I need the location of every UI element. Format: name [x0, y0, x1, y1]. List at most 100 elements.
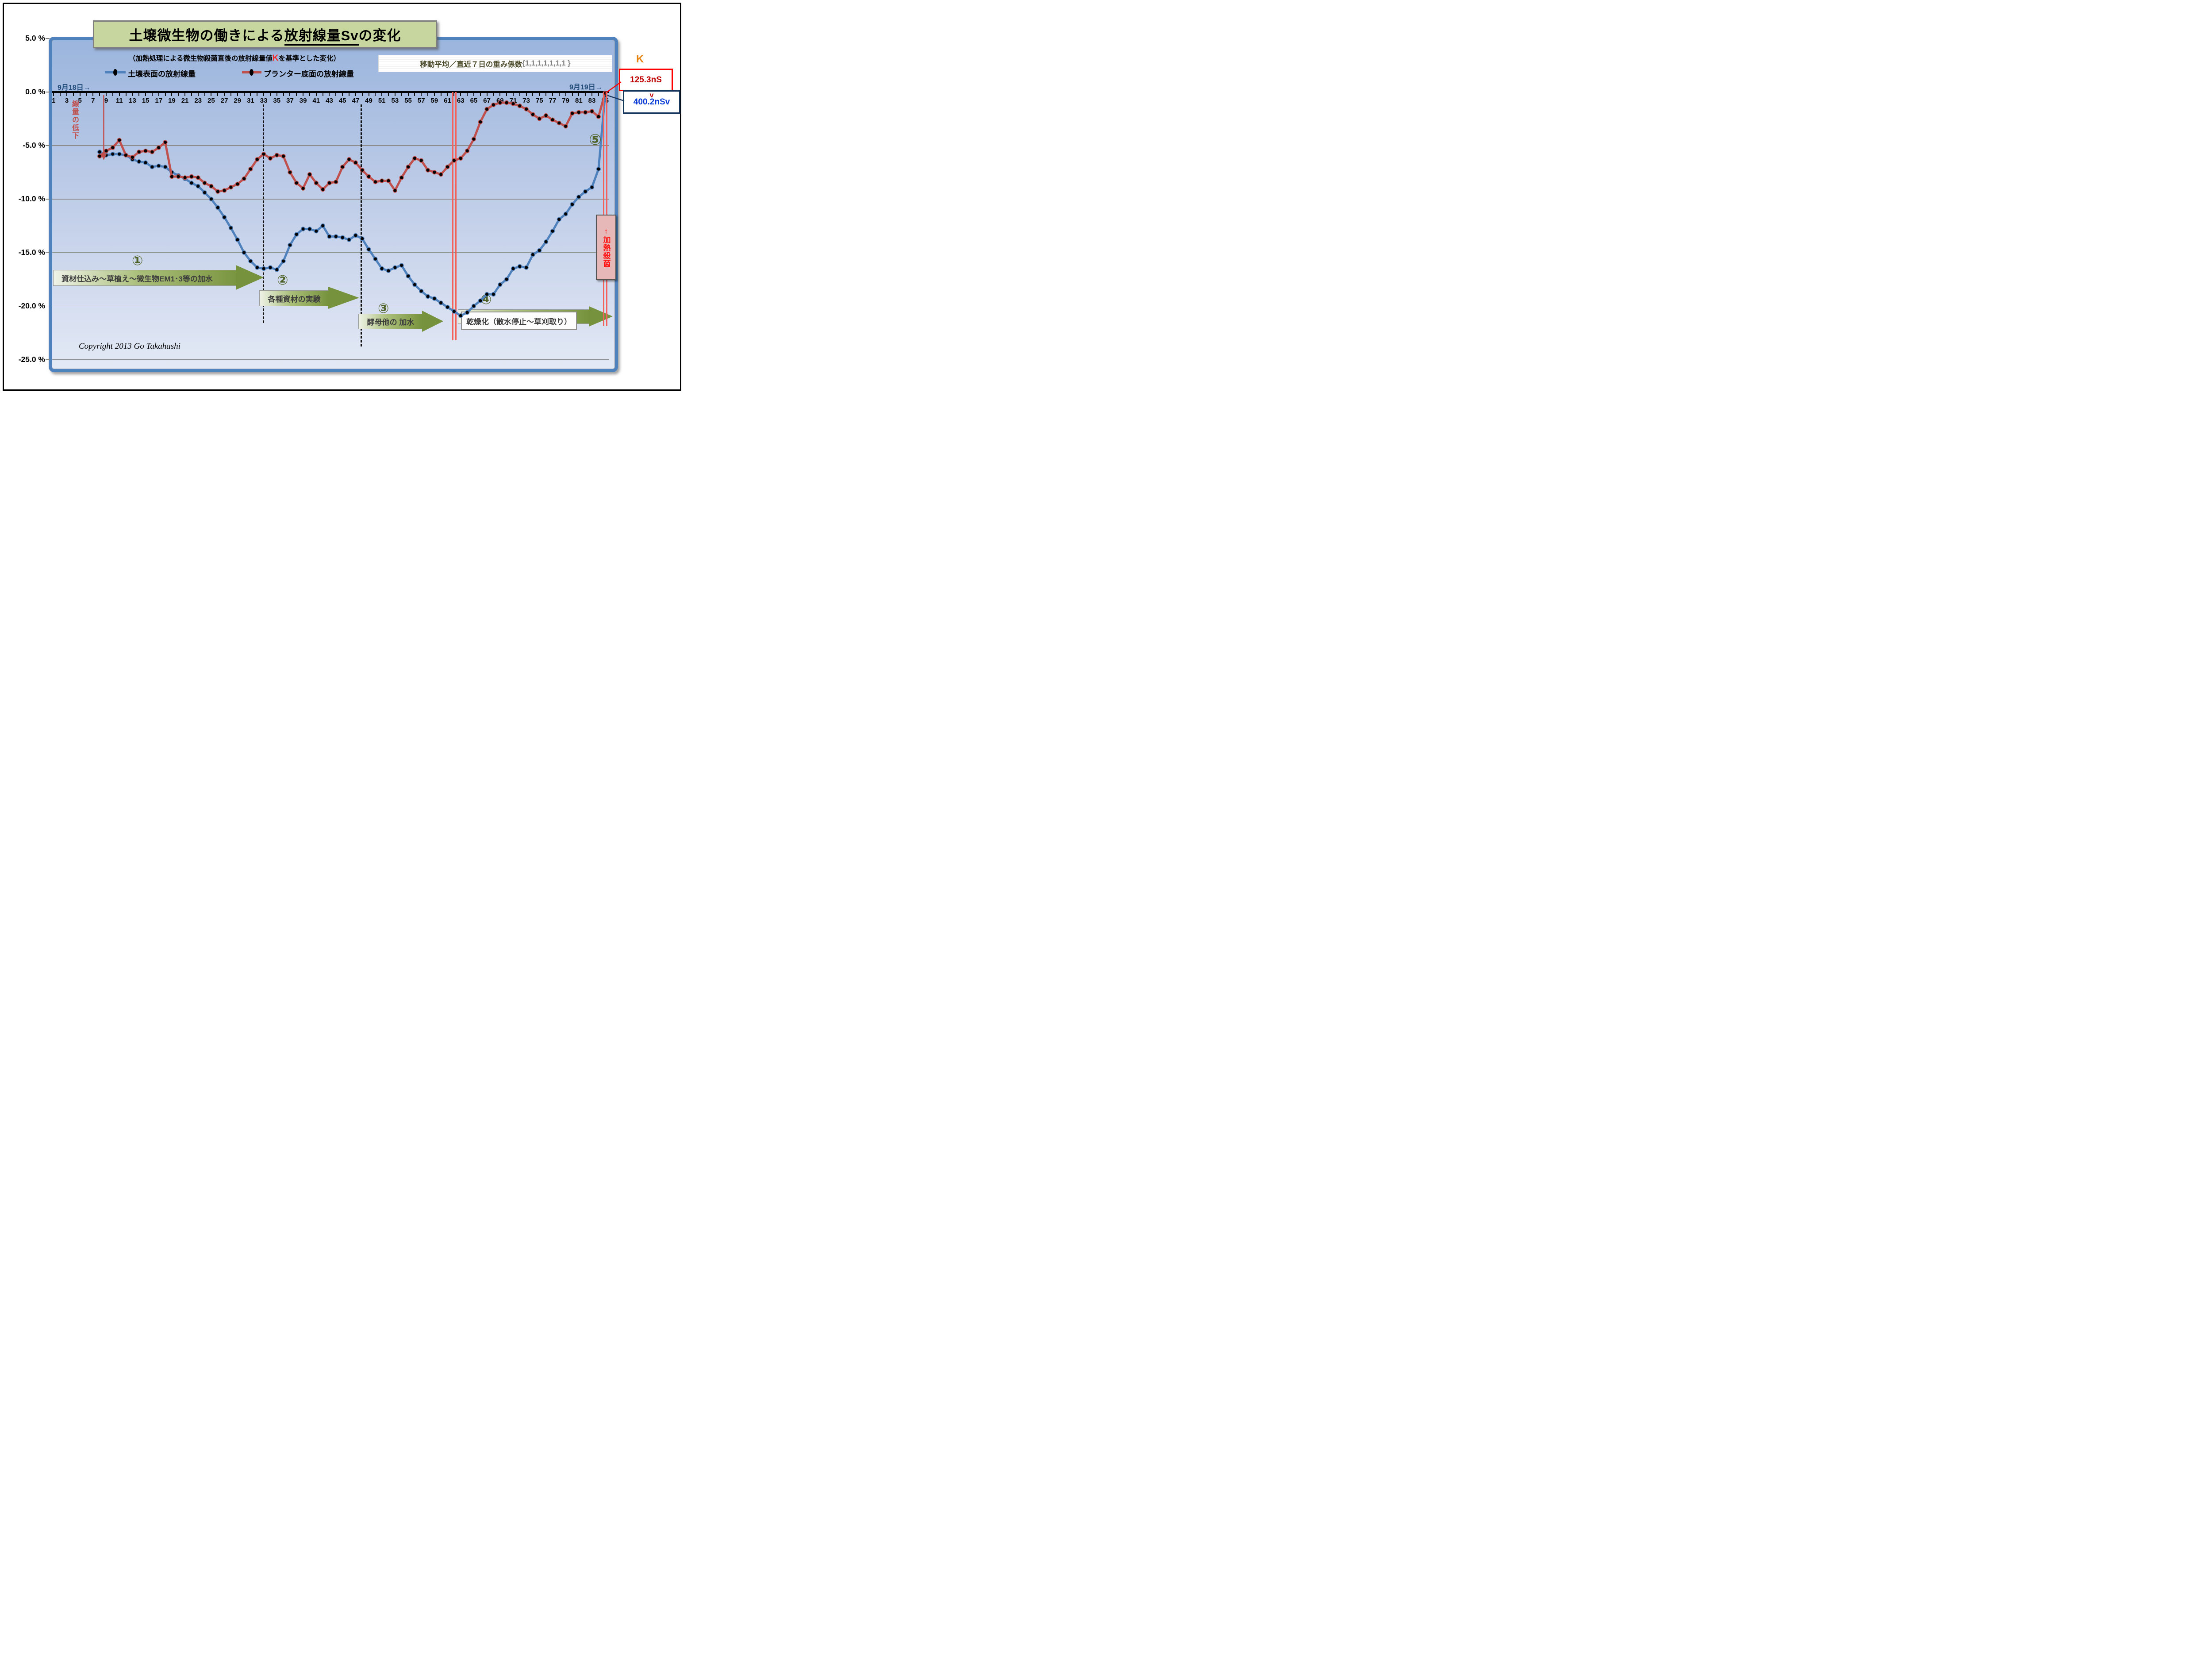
y-tick-label: 0.0 %	[25, 87, 45, 96]
step3-number: ③	[378, 301, 389, 316]
x-tick	[499, 93, 501, 96]
x-tick-label: 7	[91, 97, 95, 104]
x-tick	[440, 93, 442, 96]
x-tick	[394, 93, 396, 96]
y-tick-label: 5.0 %	[25, 33, 45, 42]
x-tick	[53, 93, 54, 96]
x-tick	[106, 93, 107, 96]
x-tick	[184, 93, 186, 96]
x-tick-label: 77	[549, 97, 557, 104]
x-tick-label: 23	[194, 97, 202, 104]
step2-number: ②	[277, 273, 288, 288]
x-tick-label: 79	[562, 97, 569, 104]
gridline	[52, 359, 609, 360]
x-tick	[414, 93, 415, 96]
double-red-vline-1	[452, 92, 457, 340]
step4-label-box: 乾燥化（散水停止～草刈取り）	[461, 312, 577, 330]
x-tick	[361, 93, 363, 96]
x-tick-label: 3	[65, 97, 69, 104]
x-tick	[460, 93, 461, 96]
x-tick-label: 1	[52, 97, 56, 104]
moving-average-text: 移動平均／直近７日の重み係数	[420, 60, 522, 69]
x-tick	[591, 93, 593, 96]
x-tick-label: 69	[496, 97, 504, 104]
double-red-vline-2	[603, 92, 607, 326]
x-tick	[480, 93, 481, 96]
x-tick	[112, 93, 113, 96]
x-tick	[125, 93, 127, 96]
x-tick	[217, 93, 219, 96]
x-tick	[60, 93, 61, 96]
x-tick-label: 51	[378, 97, 386, 104]
x-tick-label: 47	[352, 97, 360, 104]
x-tick	[158, 93, 159, 96]
x-tick	[151, 93, 153, 96]
x-tick	[165, 93, 166, 96]
x-tick	[558, 93, 560, 96]
x-tick	[388, 93, 389, 96]
x-tick-label: 21	[181, 97, 189, 104]
legend-label-soil: 土壌表面の放射線量	[128, 70, 196, 78]
x-tick-label: 25	[207, 97, 215, 104]
gridline	[52, 198, 609, 200]
x-tick	[197, 93, 199, 96]
x-tick-label: 59	[430, 97, 438, 104]
x-tick	[138, 93, 140, 96]
x-tick	[79, 93, 81, 96]
step1-label: 資材仕込み～草植え～微生物EM1･3等の加水	[61, 274, 213, 283]
x-tick	[224, 93, 225, 96]
x-tick	[506, 93, 507, 96]
x-tick-label: 73	[522, 97, 530, 104]
step1-arrow: 資材仕込み～草植え～微生物EM1･3等の加水	[53, 270, 245, 286]
x-tick	[132, 93, 133, 96]
step2-arrow: 各種資材の実験	[259, 290, 329, 306]
x-tick	[421, 93, 422, 96]
x-tick	[66, 93, 67, 96]
x-tick	[427, 93, 429, 96]
x-tick	[250, 93, 251, 96]
y-tick	[46, 38, 50, 39]
x-tick	[178, 93, 179, 96]
x-tick	[493, 93, 494, 96]
x-tick-label: 17	[155, 97, 163, 104]
step4-arrow-tip	[589, 306, 613, 327]
x-axis-line	[52, 91, 609, 93]
x-tick-label: 31	[247, 97, 254, 104]
legend-dot-soil	[113, 69, 117, 76]
gridline	[52, 145, 609, 146]
heat-sterilization-box: ↑加熱殺菌	[596, 215, 616, 280]
x-tick	[204, 93, 205, 96]
date-start: 9月18日→	[58, 84, 91, 92]
step5-number: ⑤	[589, 131, 602, 148]
v-value-box: v 400.2nSv	[623, 90, 680, 114]
outer-frame	[3, 3, 681, 391]
v-letter: v	[649, 92, 654, 99]
chart-screenshot: 1 3 5 7 9 11 13 15 17 19 21 23 25 27 29 31 33 35 37 39 41 43 4…	[0, 0, 684, 393]
y-tick	[46, 252, 50, 253]
step4-number: ④	[480, 292, 492, 307]
x-tick-label: 75	[535, 97, 543, 104]
x-tick	[381, 93, 383, 96]
x-tick-label: 43	[326, 97, 333, 104]
chart-subtitle: （加熱処理による微生物殺菌直後の放射線量値Kを基準とした変化）	[128, 54, 341, 63]
step2-arrow-tip	[328, 287, 359, 309]
x-tick-label: 81	[575, 97, 583, 104]
x-tick-label: 13	[129, 97, 136, 104]
x-tick	[401, 93, 402, 96]
x-tick-label: 53	[391, 97, 399, 104]
dashed-vline-2	[360, 104, 362, 346]
x-tick-label: 27	[220, 97, 228, 104]
x-tick	[86, 93, 87, 96]
x-tick	[145, 93, 146, 96]
x-tick	[526, 93, 527, 96]
x-tick-label: 37	[286, 97, 294, 104]
x-tick	[73, 93, 74, 96]
x-tick	[532, 93, 534, 96]
x-tick	[237, 93, 238, 96]
legend-label-planter: プランター底面の放射線量	[264, 70, 354, 78]
x-tick-label: 39	[299, 97, 307, 104]
x-tick	[99, 93, 100, 96]
x-tick	[276, 93, 277, 96]
x-tick	[512, 93, 514, 96]
x-tick	[467, 93, 468, 96]
